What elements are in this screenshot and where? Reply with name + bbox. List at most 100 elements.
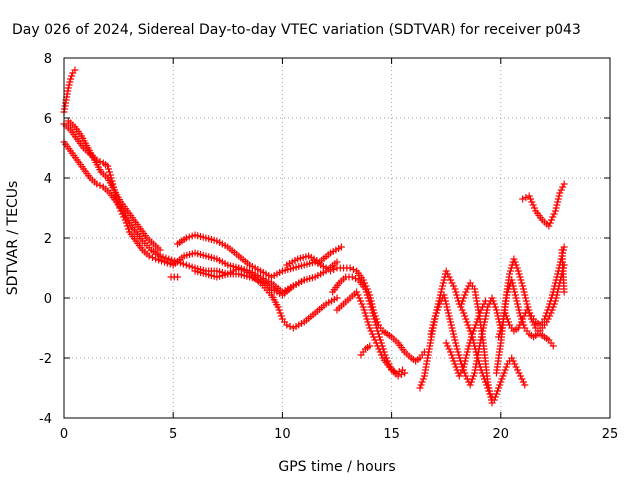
data-point-fill [507, 264, 515, 272]
data-point-fill [483, 306, 491, 314]
data-point-fill [363, 291, 371, 299]
data-point-fill [511, 288, 519, 296]
data-point-fill [518, 279, 526, 287]
data-point [495, 384, 503, 392]
data-point-fill [511, 360, 519, 368]
data-point [519, 315, 527, 323]
data-point-fill [367, 303, 375, 311]
data-point [464, 345, 472, 353]
y-tick-label: 4 [44, 172, 52, 187]
data-point-fill [450, 357, 458, 365]
data-point-fill [361, 309, 369, 317]
data-point [427, 330, 435, 338]
data-point-fill [487, 393, 495, 401]
data-point-fill [515, 369, 523, 377]
data-point-fill [463, 351, 471, 359]
y-tick-label: 0 [44, 292, 52, 307]
data-point-fill [487, 396, 495, 404]
data-point-fill [494, 387, 502, 395]
data-point-fill [349, 266, 357, 273]
data-point-fill [517, 318, 525, 326]
data-point-fill [448, 324, 456, 332]
data-point-fill [447, 318, 455, 326]
data-point [549, 288, 557, 296]
data-point [560, 180, 568, 188]
data-point-fill [445, 345, 453, 353]
data-point [462, 372, 470, 380]
data-point [174, 273, 182, 281]
data-point [361, 285, 369, 293]
data-point [438, 285, 446, 293]
data-point [519, 282, 527, 290]
data-point [359, 303, 367, 311]
data-point [545, 303, 553, 311]
data-point [399, 366, 407, 374]
data-point-fill [352, 275, 360, 282]
data-point-fill [450, 333, 458, 341]
data-point [495, 333, 503, 341]
data-point-fill [369, 309, 377, 317]
data-point-fill [354, 291, 362, 299]
data-point [508, 354, 516, 362]
data-point-fill [376, 348, 384, 356]
data-point-fill [449, 354, 457, 362]
data-point-fill [463, 285, 471, 293]
data-point-fill [515, 270, 523, 278]
data-point [457, 300, 465, 308]
data-point-fill [482, 312, 490, 320]
data-point-fill [276, 309, 284, 317]
data-point-fill [509, 282, 517, 290]
data-point-fill [520, 312, 528, 320]
data-point-fill [486, 387, 494, 395]
data-point-fill [446, 315, 454, 323]
data-point [442, 267, 450, 275]
axis-ticks: 0 5 10 15 20 25 -4 -2 0 2 4 6 8 [39, 52, 618, 442]
data-point [447, 348, 455, 356]
data-point-fill [515, 306, 523, 314]
data-point-fill [439, 282, 447, 290]
data-point-fill [553, 273, 561, 281]
data-point-fill [362, 288, 370, 296]
data-point-fill [466, 339, 474, 347]
data-point-fill [555, 192, 563, 200]
data-point [449, 327, 457, 335]
data-point-fill [330, 266, 338, 273]
data-point-fill [442, 300, 450, 308]
data-point [283, 321, 291, 329]
data-point [503, 288, 511, 296]
data-point [67, 75, 75, 83]
data-point-fill [277, 312, 285, 320]
data-point [551, 207, 559, 215]
data-point [326, 267, 334, 275]
data-point-fill [490, 300, 498, 308]
y-tick-label: -4 [39, 412, 52, 427]
data-point-fill [365, 321, 373, 329]
data-point-fill [375, 345, 383, 353]
data-point-fill [468, 375, 476, 383]
data-point [440, 291, 448, 299]
data-point [512, 363, 520, 371]
data-point [93, 180, 101, 188]
data-point-fill [365, 297, 373, 305]
data-point [540, 315, 548, 323]
data-point-fill [557, 186, 565, 194]
data-point-fill [357, 297, 365, 305]
data-point-fill [452, 288, 460, 296]
data-point [462, 288, 470, 296]
data-point-fill [467, 378, 475, 386]
data-point [368, 306, 376, 314]
data-point-fill [546, 300, 554, 308]
data-point [348, 273, 356, 281]
data-point [506, 270, 514, 278]
data-point-fill [543, 309, 551, 317]
data-point-fill [516, 273, 524, 281]
data-point-fill [286, 323, 294, 330]
data-point [466, 381, 474, 389]
data-point-fill [451, 336, 459, 344]
data-point [499, 372, 507, 380]
data-point-fill [448, 351, 456, 359]
data-point [545, 222, 553, 230]
data-point [508, 276, 516, 284]
data-point [560, 288, 568, 296]
data-point [460, 309, 468, 317]
